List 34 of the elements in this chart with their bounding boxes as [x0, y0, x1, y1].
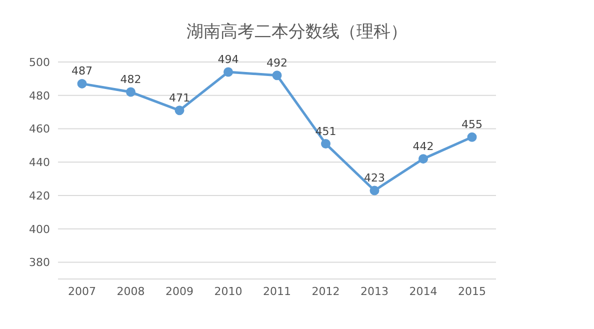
x-tick-label: 2012: [312, 284, 340, 298]
y-tick-label: 400: [29, 222, 50, 236]
data-label: 482: [120, 73, 142, 86]
x-tick-label: 2013: [360, 284, 388, 298]
point: [77, 78, 87, 88]
point: [467, 132, 477, 142]
y-tick-label: 440: [29, 156, 50, 170]
point: [126, 87, 136, 97]
x-tick-label: 2008: [116, 284, 145, 298]
point: [174, 106, 184, 116]
data-label: 492: [266, 56, 288, 70]
x-tick-label: 2010: [214, 284, 242, 298]
data-label: 442: [412, 140, 434, 153]
data-label: 423: [364, 172, 385, 185]
point: [321, 139, 330, 149]
point: [224, 67, 233, 77]
data-label: 471: [169, 91, 190, 104]
x-tick-label: 2014: [409, 284, 438, 298]
data-label: 455: [462, 118, 482, 132]
point: [370, 186, 380, 196]
data-label: 494: [218, 53, 239, 66]
y-tick-label: 380: [29, 256, 50, 270]
point: [272, 70, 282, 80]
x-tick-label: 2015: [458, 284, 486, 298]
x-tick-label: 2009: [166, 284, 194, 298]
x-tick-label: 2011: [263, 284, 291, 298]
data-label: 487: [72, 64, 92, 78]
y-tick-label: 460: [29, 122, 50, 136]
x-tick-label: 2007: [68, 284, 96, 298]
y-tick-label: 480: [29, 89, 50, 102]
y-tick-label: 500: [29, 56, 50, 69]
point: [418, 154, 428, 164]
chart-title: 湖南高考二本分数线（理科）: [186, 21, 408, 43]
y-tick-label: 420: [29, 189, 50, 202]
